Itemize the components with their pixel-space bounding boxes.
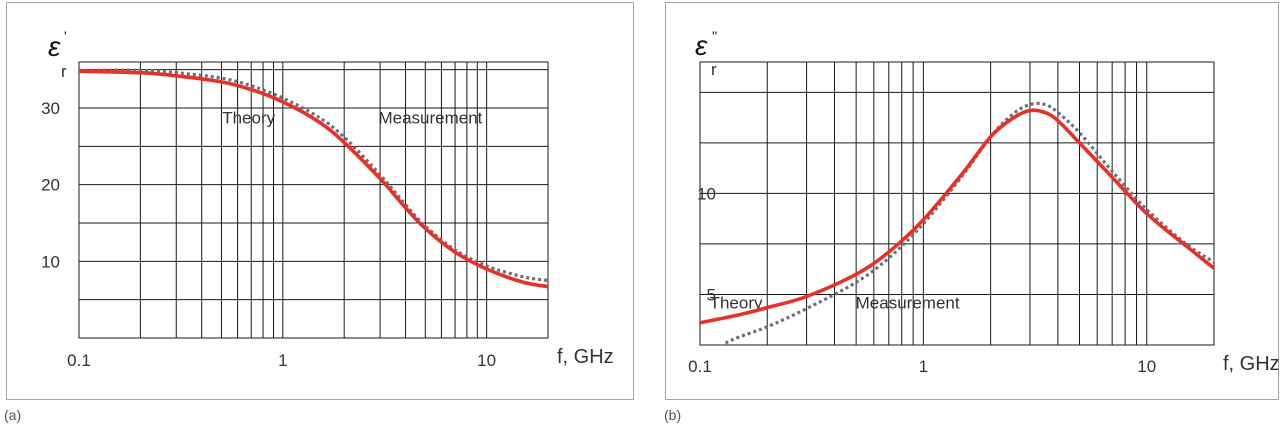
x-tick-label: 10 bbox=[1137, 357, 1156, 376]
y-axis-label-subscript: r bbox=[61, 62, 67, 81]
annotation-measurement: Measurement bbox=[856, 294, 960, 313]
plot-area-border bbox=[78, 61, 549, 339]
series-line-measurement bbox=[78, 68, 549, 283]
chart-panel-a bbox=[6, 2, 634, 400]
y-tick-label: 10 bbox=[697, 184, 716, 203]
x-axis-label: f, GHz bbox=[557, 346, 614, 368]
y-axis-label-symbol: ε bbox=[48, 31, 61, 62]
y-tick-label: 30 bbox=[41, 99, 60, 118]
y-axis-label-superscript: '' bbox=[712, 28, 717, 44]
y-tick-label: 10 bbox=[41, 252, 60, 271]
x-tick-label: 0.1 bbox=[67, 351, 91, 370]
x-tick-label: 1 bbox=[278, 351, 287, 370]
y-tick-label: 20 bbox=[41, 176, 60, 195]
y-axis-label-subscript: r bbox=[711, 60, 717, 79]
x-tick-label: 0.1 bbox=[688, 357, 712, 376]
panel-label-b: (b) bbox=[664, 407, 682, 423]
series-line-measurement bbox=[724, 101, 1215, 345]
y-axis-label-symbol: ε bbox=[695, 30, 708, 61]
annotation-theory: Theory bbox=[710, 294, 763, 313]
y-axis-label-superscript: ' bbox=[64, 28, 67, 44]
x-axis-label: f, GHz bbox=[1223, 353, 1280, 375]
series-line-theory bbox=[699, 108, 1216, 325]
grid bbox=[699, 61, 1215, 346]
y-tick-label: 5 bbox=[707, 285, 716, 304]
annotation-measurement: Measurement bbox=[378, 108, 482, 127]
x-tick-label: 10 bbox=[477, 351, 496, 370]
panel-label-a: (a) bbox=[4, 407, 22, 423]
series-line-theory bbox=[78, 69, 549, 289]
annotation-theory: Theory bbox=[222, 108, 275, 127]
plot-area-border bbox=[699, 61, 1215, 346]
x-tick-label: 1 bbox=[919, 357, 928, 376]
